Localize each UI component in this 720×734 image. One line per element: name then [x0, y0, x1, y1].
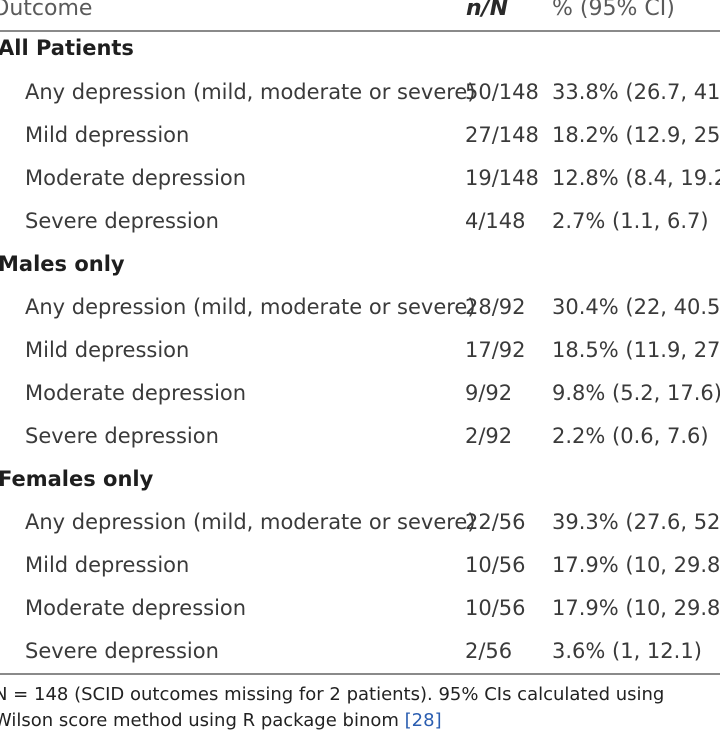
row-nn: 28/92 — [465, 295, 526, 319]
table-row: Severe depression 4/148 2.7% (1.1, 6.7) — [0, 209, 720, 239]
row-nn: 9/92 — [465, 381, 513, 405]
row-outcome: Moderate depression — [25, 381, 247, 405]
table-row: Mild depression 27/148 18.2% (12.9, 25.2… — [0, 123, 720, 153]
row-percent-ci: 12.8% (8.4, 19.2) — [552, 166, 720, 190]
row-percent-ci: 17.9% (10, 29.8) — [552, 596, 720, 620]
table-footnote: N = 148 (SCID outcomes missing for 2 pat… — [0, 682, 720, 734]
table-row: Moderate depression 10/56 17.9% (10, 29.… — [0, 596, 720, 626]
row-outcome: Severe depression — [25, 639, 219, 663]
row-outcome: Mild depression — [25, 123, 190, 147]
row-percent-ci: 18.5% (11.9, 27.6) — [552, 338, 720, 362]
row-nn: 27/148 — [465, 123, 539, 147]
group-title-females-only: Females only — [0, 467, 154, 491]
row-outcome: Severe depression — [25, 424, 219, 448]
table-row: Moderate depression 19/148 12.8% (8.4, 1… — [0, 166, 720, 196]
row-outcome: Any depression (mild, moderate or severe… — [25, 295, 476, 319]
header-rule — [0, 30, 720, 32]
row-outcome: Moderate depression — [25, 166, 247, 190]
row-percent-ci: 18.2% (12.9, 25.2) — [552, 123, 720, 147]
row-outcome: Moderate depression — [25, 596, 247, 620]
row-percent-ci: 3.6% (1, 12.1) — [552, 639, 702, 663]
table-row: Moderate depression 9/92 9.8% (5.2, 17.6… — [0, 381, 720, 411]
table-row: Any depression (mild, moderate or severe… — [0, 510, 720, 540]
row-outcome: Mild depression — [25, 338, 190, 362]
group-title-all-patients: All Patients — [0, 36, 134, 60]
footnote-text: N = 148 (SCID outcomes missing for 2 pat… — [0, 684, 665, 731]
table-row: Mild depression 17/92 18.5% (11.9, 27.6) — [0, 338, 720, 368]
group-title-males-only: Males only — [0, 252, 125, 276]
row-outcome: Mild depression — [25, 553, 190, 577]
row-percent-ci: 17.9% (10, 29.8) — [552, 553, 720, 577]
row-outcome: Any depression (mild, moderate or severe… — [25, 510, 476, 534]
header-percent-ci: % (95% CI) — [552, 0, 675, 21]
table-bottom-rule — [0, 673, 720, 675]
table-header: Outcome n/N % (95% CI) — [0, 0, 720, 30]
row-percent-ci: 9.8% (5.2, 17.6) — [552, 381, 720, 405]
row-percent-ci: 2.2% (0.6, 7.6) — [552, 424, 709, 448]
row-percent-ci: 33.8% (26.7, 41.7) — [552, 80, 720, 104]
row-percent-ci: 39.3% (27.6, 52.4) — [552, 510, 720, 534]
table-row: Severe depression 2/56 3.6% (1, 12.1) — [0, 639, 720, 669]
row-percent-ci: 2.7% (1.1, 6.7) — [552, 209, 709, 233]
footnote-citation-link[interactable]: [28] — [404, 710, 442, 731]
row-nn: 19/148 — [465, 166, 539, 190]
row-nn: 2/92 — [465, 424, 513, 448]
row-nn: 4/148 — [465, 209, 526, 233]
table-row: Severe depression 2/92 2.2% (0.6, 7.6) — [0, 424, 720, 454]
row-nn: 10/56 — [465, 553, 526, 577]
row-nn: 22/56 — [465, 510, 526, 534]
table-row: Any depression (mild, moderate or severe… — [0, 295, 720, 325]
header-nn: n/N — [466, 0, 509, 21]
header-outcome: Outcome — [0, 0, 93, 21]
table-row: Mild depression 10/56 17.9% (10, 29.8) — [0, 553, 720, 583]
row-outcome: Severe depression — [25, 209, 219, 233]
row-outcome: Any depression (mild, moderate or severe… — [25, 80, 476, 104]
row-percent-ci: 30.4% (22, 40.5) — [552, 295, 720, 319]
table-row: Any depression (mild, moderate or severe… — [0, 80, 720, 110]
row-nn: 17/92 — [465, 338, 526, 362]
row-nn: 2/56 — [465, 639, 513, 663]
row-nn: 10/56 — [465, 596, 526, 620]
row-nn: 50/148 — [465, 80, 539, 104]
